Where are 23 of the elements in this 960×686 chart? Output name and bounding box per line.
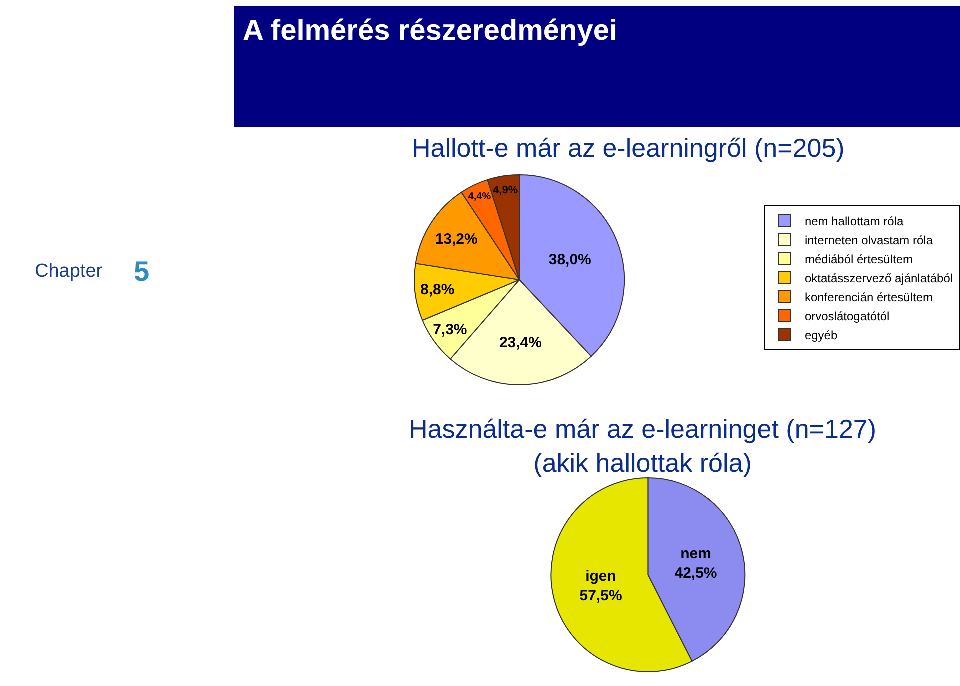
text: 5 xyxy=(134,256,150,287)
slice-label: igen xyxy=(586,568,616,586)
legend-label: konferencián értesültem xyxy=(804,290,934,305)
data-label: 4,4% xyxy=(468,192,492,203)
legend-label: egyéb xyxy=(804,328,838,343)
legend-label: orvoslátogatótól xyxy=(804,310,890,324)
data-label: 57,5% xyxy=(580,588,622,605)
legend-label: interneten olvastam róla xyxy=(804,234,934,248)
data-label: 42,5% xyxy=(674,564,718,582)
legend-label: oktatásszervező ajánlatából xyxy=(804,272,954,286)
legend-label: nem hallottam róla xyxy=(804,214,904,229)
data-label: 13,2% xyxy=(435,231,478,248)
data-label: 7,3% xyxy=(433,322,468,339)
data-label: 8,8% xyxy=(420,281,455,298)
slice-label: nem xyxy=(680,545,712,562)
chart-title: Használta-e már az e-learninget (n=127) (akik hallottak róla) xyxy=(409,414,877,478)
text: Chapter xyxy=(35,261,104,282)
chart-title: Hallott-e már az e-learningről (n=205) xyxy=(412,133,845,163)
data-label: 38,0% xyxy=(548,251,592,268)
text: A felmérés részeredményei xyxy=(243,15,618,47)
data-label: 4,9% xyxy=(493,184,518,196)
data-label: 23,4% xyxy=(499,334,542,352)
legend-label: médiából értesültem xyxy=(804,252,914,267)
